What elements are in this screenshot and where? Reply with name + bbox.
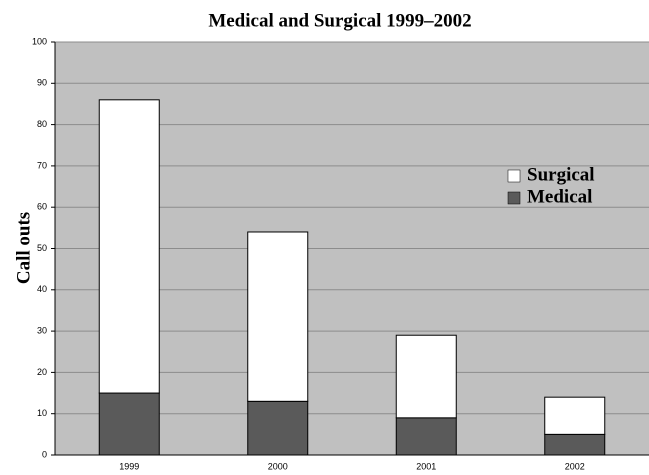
- bar-segment: [544, 396, 606, 435]
- y-tick-label: 100: [32, 36, 47, 46]
- y-axis-label: Call outs: [13, 212, 34, 284]
- y-tick-label: 0: [42, 449, 47, 459]
- y-tick-label: 20: [37, 367, 47, 377]
- y-tick-label: 40: [37, 284, 47, 294]
- y-tick-label: 70: [37, 160, 47, 170]
- legend-swatch: [507, 169, 521, 183]
- bar-segment: [98, 99, 160, 394]
- x-tick-label: 2002: [565, 461, 585, 471]
- bar-segment: [247, 231, 309, 402]
- legend-label: Surgical: [527, 164, 595, 185]
- bar-segment: [395, 334, 457, 419]
- y-tick-label: 30: [37, 325, 47, 335]
- y-tick-label: 10: [37, 408, 47, 418]
- x-tick-label: 2000: [268, 461, 288, 471]
- legend-label: Medical: [527, 186, 592, 207]
- x-tick-label: 2001: [416, 461, 436, 471]
- bar-segment: [98, 392, 160, 456]
- legend-swatch: [507, 191, 521, 205]
- y-tick-label: 60: [37, 202, 47, 212]
- chart-title: Medical and Surgical 1999–2002: [208, 10, 471, 31]
- y-tick-label: 50: [37, 243, 47, 253]
- y-tick-label: 80: [37, 119, 47, 129]
- bar-segment: [544, 433, 606, 456]
- y-tick-label: 90: [37, 78, 47, 88]
- bar-segment: [247, 400, 309, 456]
- bar-segment: [395, 417, 457, 456]
- x-tick-label: 1999: [119, 461, 139, 471]
